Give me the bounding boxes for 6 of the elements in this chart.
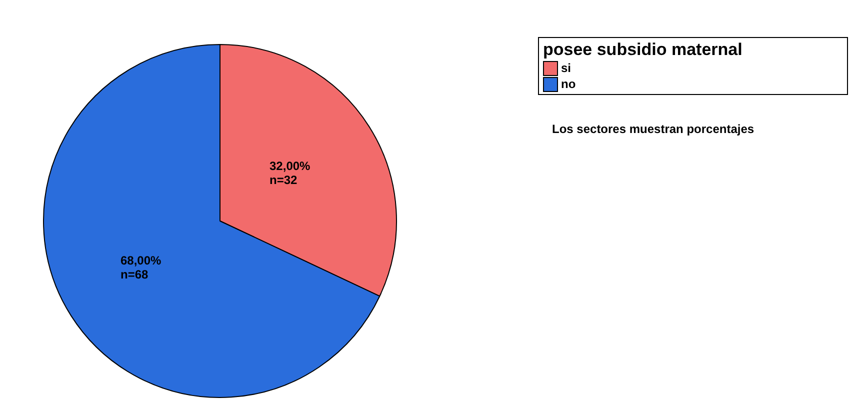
data-label: 68,00% n=68: [120, 254, 162, 282]
legend-label: si: [561, 61, 572, 75]
data-label: 32,00% n=32: [270, 159, 311, 188]
legend-title: posee subsidio maternal: [543, 40, 744, 60]
legend-label: no: [561, 77, 576, 91]
text: Los sectores muestran porcentajes: [552, 122, 754, 136]
